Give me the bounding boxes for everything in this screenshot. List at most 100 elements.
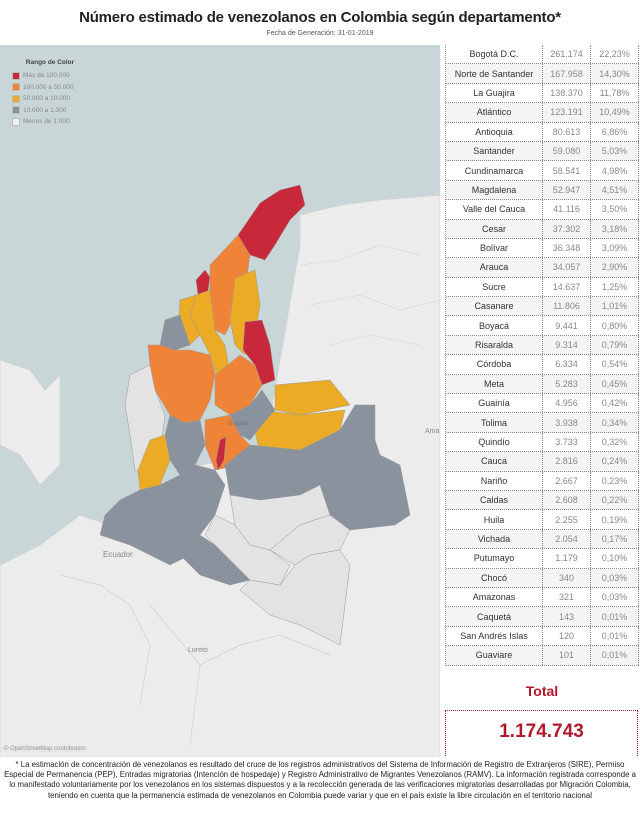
department-count: 167.958	[543, 64, 591, 83]
department-name: Boyacá	[446, 316, 543, 335]
department-name: Quindío	[446, 432, 543, 452]
table-row[interactable]: Caldas 2.608 0,22%	[446, 490, 639, 511]
table-row[interactable]: Sucre 14.637 1,25%	[446, 277, 639, 298]
department-percentage: 6,86%	[591, 122, 639, 141]
department-percentage: 0,10%	[591, 549, 639, 568]
department-percentage: 3,50%	[591, 200, 639, 219]
department-name: Risaralda	[446, 335, 543, 355]
region-santander[interactable]	[214, 354, 263, 416]
department-name: Cundinamarca	[446, 161, 543, 180]
department-percentage: 22,23%	[591, 45, 639, 64]
department-count: 41.116	[543, 200, 591, 219]
department-percentage: 0,45%	[591, 374, 639, 394]
department-name: Arauca	[446, 258, 543, 277]
region-norte-de-santander[interactable]	[242, 319, 276, 386]
table-row[interactable]: Putumayo 1.179 0,10%	[446, 549, 639, 569]
legend-swatch-icon	[12, 117, 20, 126]
region-amazonas[interactable]	[239, 549, 351, 646]
department-percentage: 0,22%	[591, 490, 639, 510]
department-name: Casanare	[446, 297, 543, 316]
department-name: Antioquia	[446, 122, 543, 141]
region-bogota[interactable]	[215, 436, 227, 471]
table-row[interactable]: Caquetá 143 0,01%	[446, 607, 639, 627]
department-name: Bolívar	[446, 238, 543, 258]
color-legend: Rango de Color Más de 100.000 100.000 a …	[6, 53, 94, 135]
table-row[interactable]: Atlántico 123.191 10,49%	[446, 103, 639, 123]
department-count: 6.334	[543, 355, 591, 374]
table-row[interactable]: Nariño 2.667 0,23%	[446, 471, 639, 491]
table-row[interactable]: Córdoba 6.334 0,54%	[446, 355, 639, 375]
department-count: 4.956	[543, 394, 591, 413]
department-name: Guaviare	[446, 646, 543, 665]
department-count: 2.054	[543, 529, 591, 549]
department-name: Meta	[446, 374, 543, 394]
department-percentage: 1,01%	[591, 297, 639, 316]
department-percentage: 4,98%	[591, 161, 639, 180]
choropleth-map[interactable]: Rango de Color Más de 100.000 100.000 a …	[0, 45, 440, 757]
department-count: 9.441	[543, 316, 591, 335]
table-row[interactable]: Tolima 3.938 0,34%	[446, 413, 639, 433]
table-row[interactable]: Vichada 2.054 0,17%	[446, 529, 639, 550]
region-la-guajira[interactable]	[237, 184, 306, 261]
table-row[interactable]: Guainía 4.956 0,42%	[446, 394, 639, 414]
map-attribution[interactable]: © OpenStreetMap contributors	[2, 746, 88, 752]
table-row[interactable]: Chocó 340 0,03%	[446, 568, 639, 588]
legend-item: 50.000 a 10.000	[12, 93, 88, 105]
department-count: 3.733	[543, 432, 591, 452]
department-name: Magdalena	[446, 180, 543, 200]
table-row[interactable]: Amazonas 321 0,03%	[446, 587, 639, 608]
department-count: 59.080	[543, 141, 591, 161]
department-count: 1.179	[543, 549, 591, 568]
table-row[interactable]: Valle del Cauca 41.116 3,50%	[446, 200, 639, 220]
table-row[interactable]: Meta 5.283 0,45%	[446, 374, 639, 395]
table-row[interactable]: Risaralda 9.314 0,79%	[446, 335, 639, 356]
department-count: 340	[543, 568, 591, 587]
table-row[interactable]: Cauca 2.816 0,24%	[446, 452, 639, 472]
department-name: Vichada	[446, 529, 543, 549]
table-row[interactable]: San Andrés Islas 120 0,01%	[446, 626, 639, 647]
region-boyaca[interactable]	[229, 389, 276, 441]
department-count: 123.191	[543, 103, 591, 122]
table-row[interactable]: Santander 59.080 5,03%	[446, 141, 639, 162]
department-percentage: 0,03%	[591, 587, 639, 607]
table-row[interactable]: Norte de Santander 167.958 14,30%	[446, 64, 639, 84]
table-row[interactable]: Bolívar 36.348 3,09%	[446, 238, 639, 259]
department-count: 321	[543, 587, 591, 607]
department-count: 5.283	[543, 374, 591, 394]
total-label: Total	[525, 683, 559, 699]
legend-label: 100.000 a 50.000	[23, 83, 74, 91]
department-percentage: 0,79%	[591, 335, 639, 355]
department-count: 143	[543, 607, 591, 626]
department-count: 37.302	[543, 219, 591, 238]
department-count: 14.637	[543, 277, 591, 297]
department-name: San Andrés Islas	[446, 626, 543, 646]
department-percentage: 14,30%	[591, 64, 639, 83]
table-row[interactable]: Casanare 11.806 1,01%	[446, 297, 639, 317]
legend-label: Más de 100.000	[23, 72, 70, 80]
table-row[interactable]: La Guajira 138.370 11,78%	[446, 83, 639, 104]
department-name: Chocó	[446, 568, 543, 587]
legend-swatch-icon	[12, 106, 20, 115]
table-row[interactable]: Quindío 3.733 0,32%	[446, 432, 639, 453]
table-row[interactable]: Boyacá 9.441 0,80%	[446, 316, 639, 336]
department-count: 36.348	[543, 238, 591, 258]
department-count: 80.613	[543, 122, 591, 141]
department-name: Amazonas	[446, 587, 543, 607]
table-row[interactable]: Guaviare 101 0,01%	[446, 646, 639, 666]
table-row[interactable]: Cesar 37.302 3,18%	[446, 219, 639, 239]
department-percentage: 0,03%	[591, 568, 639, 587]
department-percentage: 0,23%	[591, 471, 639, 490]
department-name: Cauca	[446, 452, 543, 471]
table-row[interactable]: Antioquia 80.613 6,86%	[446, 122, 639, 142]
region-arauca[interactable]	[274, 379, 351, 416]
legend-item: Menos de 1.000	[12, 116, 88, 128]
table-row[interactable]: Huila 2.255 0,19%	[446, 510, 639, 530]
department-percentage: 3,09%	[591, 238, 639, 258]
table-row[interactable]: Bogotá D.C. 261.174 22,23%	[446, 45, 639, 65]
region-cordoba[interactable]	[159, 314, 191, 351]
table-row[interactable]: Cundinamarca 58.541 4,98%	[446, 161, 639, 181]
department-percentage: 0,80%	[591, 316, 639, 335]
table-row[interactable]: Magdalena 52.947 4,51%	[446, 180, 639, 201]
table-row[interactable]: Arauca 34.057 2,90%	[446, 258, 639, 278]
region-atlantico[interactable]	[195, 269, 211, 296]
